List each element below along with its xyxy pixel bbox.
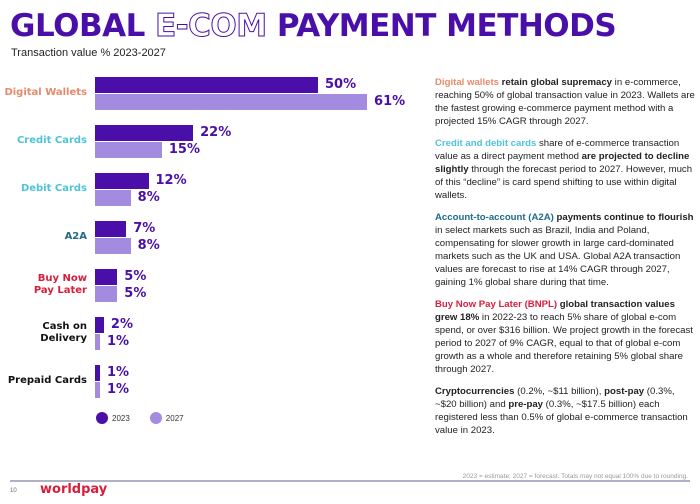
body-text: through the forecast period to 2027. How… (435, 164, 693, 201)
bar-2027 (95, 382, 100, 398)
body-text: (0.3%, ~$20 billion) and (435, 386, 675, 410)
category-label: Credit Cards (0, 135, 87, 147)
value-label-2027: 1% (107, 382, 130, 397)
body-text: (0.2%, ~$11 billion), (514, 386, 605, 397)
value-label-2023: 22% (200, 125, 232, 140)
bar-group: Cash on Delivery 2% 1% (0, 317, 420, 351)
body-text: in select markets such as Brazil, India … (435, 225, 681, 288)
title-part-1: GLOBAL (10, 8, 156, 44)
bar-2027 (95, 286, 118, 302)
legend-item-2023: 2023 (96, 412, 130, 424)
legend-dot-2027-icon (149, 412, 162, 424)
category-label-line: Pay Later (33, 285, 87, 296)
category-label-line: Prepaid Cards (7, 375, 87, 386)
body-text: in e-commerce, reaching 50% of global tr… (435, 77, 695, 127)
highlight-cards: Credit and debit cards (435, 138, 537, 149)
bar-2027 (95, 142, 162, 158)
commentary-column: Digital wallets retain global supremacy … (435, 76, 695, 446)
body-text: (0.3%, ~$17.5 billion) each registered l… (435, 399, 688, 436)
bar-2027 (95, 94, 368, 110)
category-label-line: Buy Now (37, 273, 87, 284)
paragraph-digital-wallets: Digital wallets retain global supremacy … (435, 76, 695, 128)
bar-2023 (95, 221, 127, 237)
chart-legend: 2023 2027 (96, 412, 196, 424)
category-label: Cash on Delivery (0, 321, 87, 345)
legend-label: 2027 (165, 413, 184, 423)
chart-subtitle: Transaction value % 2023-2027 (11, 47, 166, 59)
value-label-2027: 5% (124, 286, 147, 301)
bold-text: retain global supremacy (498, 77, 613, 88)
category-label-line: A2A (64, 231, 87, 242)
worldpay-logo: worldpay (40, 482, 108, 497)
value-label-2027: 8% (137, 238, 160, 253)
highlight-digital-wallets: Digital wallets (435, 77, 499, 88)
bold-text: payments continue to flourish (553, 212, 694, 223)
bar-group: Buy Now Pay Later 5% 5% (0, 269, 420, 303)
legend-label: 2023 (112, 413, 130, 423)
category-label-line: Cash on (42, 321, 87, 332)
paragraph-cards: Credit and debit cards share of e-commer… (435, 137, 695, 202)
bold-text: Cryptocurrencies (435, 386, 515, 397)
value-label-2027: 1% (107, 334, 130, 349)
bold-text: global transaction values grew 18% (435, 299, 675, 323)
bar-2023 (95, 317, 104, 333)
footnote: 2023 = estimate; 2027 = forecast. Totals… (462, 473, 688, 480)
bar-chart: Digital Wallets 50% 61% Credit Cards 22% 15% D… (0, 70, 420, 410)
value-label-2023: 7% (133, 221, 156, 236)
value-label-2027: 8% (137, 190, 160, 205)
value-label-2027: 15% (168, 142, 201, 157)
value-label-2023: 5% (124, 269, 147, 284)
bar-group: A2A 7% 8% (0, 221, 420, 255)
bar-2027 (95, 238, 131, 254)
bar-2023 (95, 173, 149, 189)
value-label-2023: 12% (155, 173, 187, 188)
footer-divider (10, 480, 690, 482)
value-label-2027: 61% (374, 94, 406, 109)
legend-dot-2023-icon (96, 412, 108, 424)
category-label: Prepaid Cards (0, 375, 87, 387)
title-outline-part: E-COM (155, 8, 268, 45)
category-label: Buy Now Pay Later (0, 273, 87, 297)
bar-group: Digital Wallets 50% 61% (0, 77, 420, 111)
category-label: Digital Wallets (0, 87, 87, 99)
bar-2023 (95, 269, 118, 285)
category-label: Debit Cards (0, 183, 87, 195)
bold-text: pre-pay (508, 399, 543, 410)
page-title: GLOBAL E-COM PAYMENT METHODS (10, 8, 617, 45)
category-label: A2A (0, 231, 87, 243)
page-number: 10 (10, 488, 17, 494)
bar-group: Debit Cards 12% 8% (0, 173, 420, 207)
category-label-line: Debit Cards (20, 183, 87, 194)
category-label-line: Credit Cards (16, 135, 87, 146)
bar-2023 (95, 125, 194, 141)
bold-text: are projected to decline slightly (435, 151, 690, 175)
category-label-line: Digital Wallets (4, 87, 87, 98)
bar-2027 (95, 190, 131, 206)
title-part-2: PAYMENT METHODS (266, 8, 617, 44)
value-label-2023: 1% (107, 365, 130, 380)
bar-2023 (95, 365, 100, 381)
body-text: in 2022-23 to reach 5% share of global e… (435, 312, 693, 375)
category-label-line: Delivery (40, 333, 87, 344)
value-label-2023: 2% (110, 317, 133, 332)
bold-text: post-pay (604, 386, 645, 397)
bar-2027 (95, 334, 100, 350)
highlight-a2a: Account-to-account (A2A) (435, 212, 554, 223)
body-text: share of e-commerce transaction value as… (435, 138, 680, 162)
paragraph-bnpl: Buy Now Pay Later (BNPL) global transact… (435, 298, 695, 376)
highlight-bnpl: Buy Now Pay Later (BNPL) (435, 299, 558, 310)
bar-group: Prepaid Cards 1% 1% (0, 365, 420, 399)
legend-item-2027: 2027 (149, 412, 184, 424)
value-label-2023: 50% (325, 77, 357, 92)
paragraph-other-methods: Cryptocurrencies (0.2%, ~$11 billion), p… (435, 385, 695, 437)
paragraph-a2a: Account-to-account (A2A) payments contin… (435, 211, 695, 289)
bar-group: Credit Cards 22% 15% (0, 125, 420, 159)
bar-2023 (95, 77, 318, 93)
